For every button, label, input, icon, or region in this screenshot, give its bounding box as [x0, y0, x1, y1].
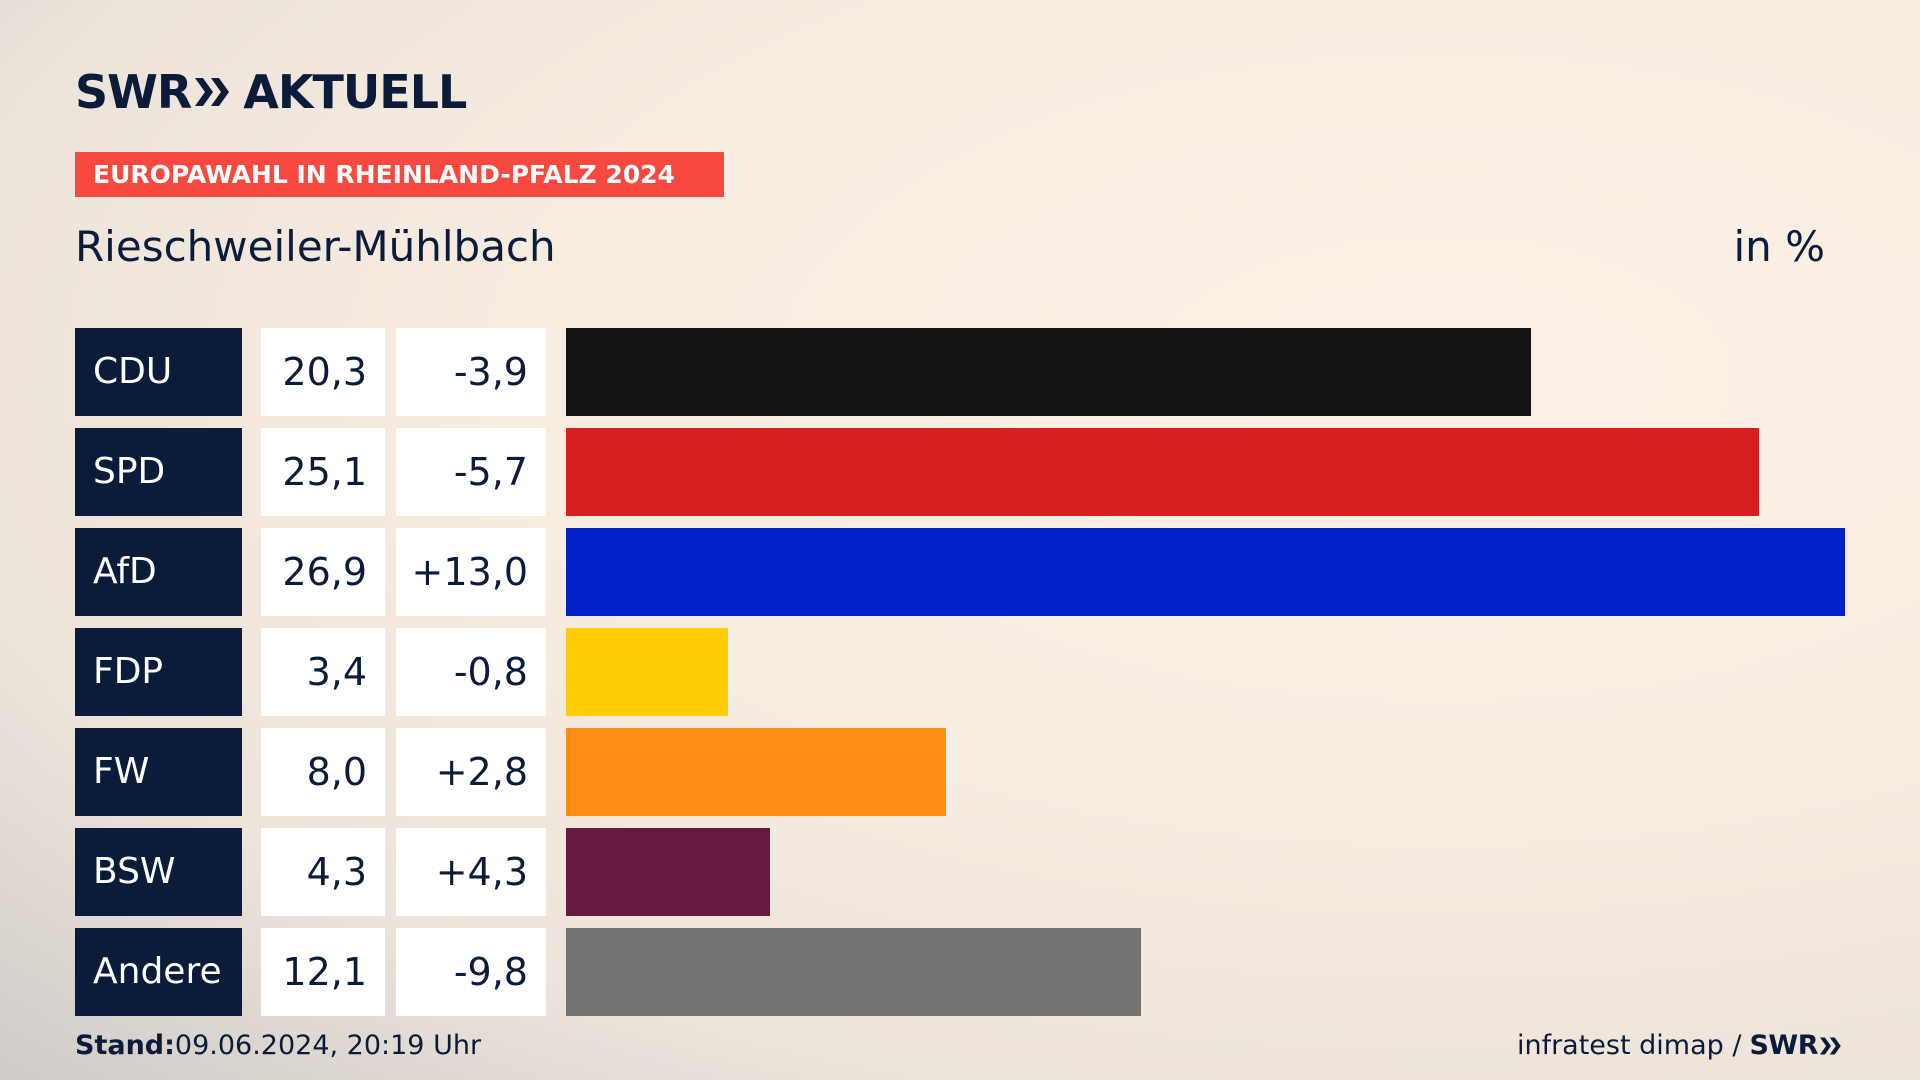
- party-label: AfD: [75, 528, 242, 616]
- change-value: -0,8: [396, 628, 546, 716]
- result-row-fdp: FDP 3,4 -0,8: [75, 628, 1845, 716]
- party-label: FDP: [75, 628, 242, 716]
- bar-andere: [566, 928, 1141, 1016]
- vote-share-value: 20,3: [261, 328, 385, 416]
- timestamp: Stand:09.06.2024, 20:19 Uhr: [75, 1030, 481, 1061]
- bar-fw: [566, 728, 946, 816]
- party-label: CDU: [75, 328, 242, 416]
- bar-spd: [566, 428, 1759, 516]
- vote-share-value: 12,1: [261, 928, 385, 1016]
- stand-value: 09.06.2024, 20:19 Uhr: [174, 1030, 482, 1061]
- change-value: +2,8: [396, 728, 546, 816]
- result-row-andere: Andere 12,1 -9,8: [75, 928, 1845, 1016]
- vote-share-value: 4,3: [261, 828, 385, 916]
- result-row-afd: AfD 26,9 +13,0: [75, 528, 1845, 616]
- vote-share-value: 8,0: [261, 728, 385, 816]
- result-row-cdu: CDU 20,3 -3,9: [75, 328, 1845, 416]
- swr-aktuell-logo: SWR AKTUELL: [75, 65, 467, 119]
- vote-share-value: 25,1: [261, 428, 385, 516]
- change-value: +4,3: [396, 828, 546, 916]
- result-row-bsw: BSW 4,3 +4,3: [75, 828, 1845, 916]
- location-title: Rieschweiler-Mühlbach: [75, 222, 556, 271]
- change-value: -3,9: [396, 328, 546, 416]
- vote-share-value: 26,9: [261, 528, 385, 616]
- logo-swr-text: SWR: [75, 65, 192, 119]
- stand-label: Stand:: [75, 1030, 175, 1061]
- party-label: Andere: [75, 928, 242, 1016]
- bar-cdu: [566, 328, 1531, 416]
- small-double-chevron-icon: [1820, 1036, 1841, 1055]
- bar-afd: [566, 528, 1845, 616]
- change-value: +13,0: [396, 528, 546, 616]
- party-label: BSW: [75, 828, 242, 916]
- swr-small-logo: SWR: [1749, 1030, 1842, 1061]
- swr-small-text: SWR: [1749, 1030, 1818, 1061]
- election-tag: EUROPAWAHL IN RHEINLAND-PFALZ 2024: [75, 152, 724, 197]
- change-value: -5,7: [396, 428, 546, 516]
- source-credit: infratest dimap / SWR: [1517, 1030, 1842, 1061]
- change-value: -9,8: [396, 928, 546, 1016]
- vote-share-value: 3,4: [261, 628, 385, 716]
- bar-fdp: [566, 628, 728, 716]
- result-row-fw: FW 8,0 +2,8: [75, 728, 1845, 816]
- source-text: infratest dimap /: [1516, 1030, 1742, 1061]
- party-label: SPD: [75, 428, 242, 516]
- unit-label: in %: [1733, 222, 1825, 271]
- result-row-spd: SPD 25,1 -5,7: [75, 428, 1845, 516]
- party-label: FW: [75, 728, 242, 816]
- double-chevron-icon: [195, 76, 231, 108]
- logo-aktuell-text: AKTUELL: [243, 65, 467, 119]
- bar-bsw: [566, 828, 770, 916]
